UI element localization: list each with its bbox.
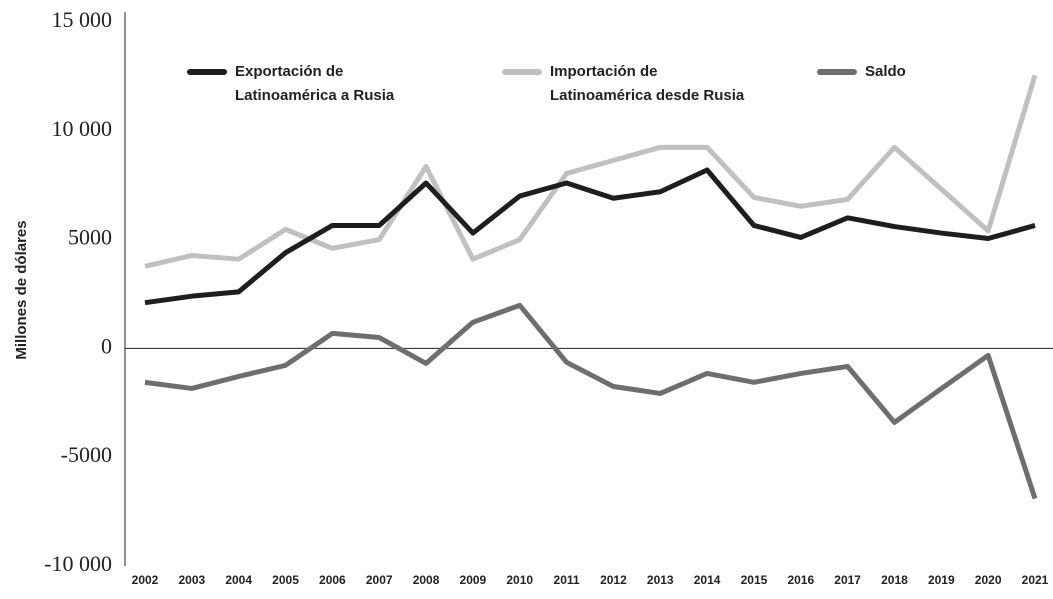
x-tick-label: 2013 [647, 573, 674, 587]
y-tick-label: 0 [101, 333, 112, 358]
legend-label: Importación de Latinoamérica desde Rusia [550, 63, 745, 104]
x-tick-label: 2003 [178, 573, 205, 587]
legend-swatch [817, 69, 857, 75]
x-tick-label: 2019 [928, 573, 955, 587]
y-axis-label: Millones de dólares [13, 220, 30, 359]
line-series [144, 302, 1038, 500]
x-tick-label: 2008 [413, 573, 440, 587]
line-series [144, 167, 1036, 306]
legend-label: Saldo [865, 63, 906, 80]
line-series [144, 74, 1038, 269]
legend-item: Importación de Latinoamérica desde Rusia [502, 60, 760, 108]
x-tick-label: 2004 [225, 573, 252, 587]
y-tick-label: -5000 [61, 442, 112, 467]
y-tick-label: 5000 [68, 225, 112, 250]
x-tick-label: 2020 [975, 573, 1002, 587]
x-tick-label: 2011 [554, 573, 580, 587]
x-tick-label: 2009 [460, 573, 487, 587]
x-tick-label: 2014 [694, 573, 721, 587]
legend-label: Exportación de Latinoamérica a Rusia [235, 63, 395, 104]
x-tick-label: 2017 [834, 573, 861, 587]
y-tick-label: 15 000 [52, 7, 113, 32]
y-tick-label: 10 000 [52, 116, 113, 141]
x-tick-label: 2007 [366, 573, 393, 587]
x-tick-label: 2015 [741, 573, 768, 587]
legend-swatch [187, 69, 227, 75]
legend-swatch [502, 69, 542, 75]
x-tick-label: 2006 [319, 573, 346, 587]
x-tick-label: 2012 [600, 573, 627, 587]
x-tick-label: 2021 [1022, 573, 1049, 587]
x-tick-label: 2010 [506, 573, 533, 587]
x-tick-label: 2002 [132, 573, 159, 587]
legend-item: Exportación de Latinoamérica a Rusia [187, 60, 435, 108]
x-tick-label: 2005 [272, 573, 299, 587]
x-tick-label: 2016 [787, 573, 814, 587]
y-tick-label: -10 000 [44, 551, 112, 576]
x-tick-label: 2018 [881, 573, 908, 587]
legend-item: Saldo [817, 60, 985, 84]
